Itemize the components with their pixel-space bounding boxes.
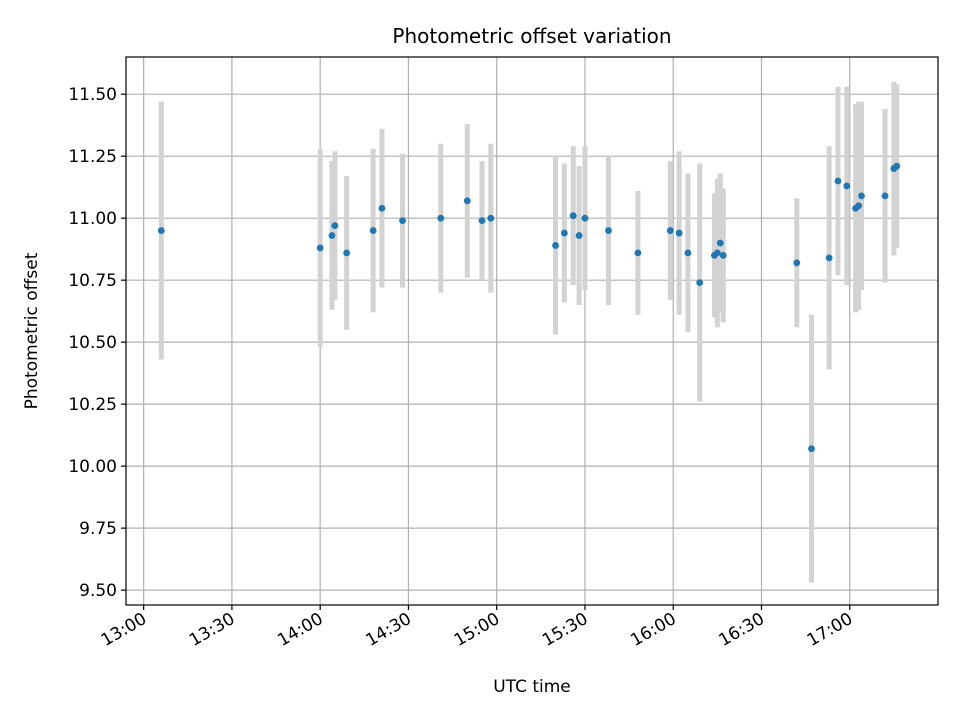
y-tick-label: 11.00 xyxy=(68,209,117,229)
y-tick-label: 10.00 xyxy=(68,457,117,477)
data-point xyxy=(825,254,833,262)
y-tick-label: 10.25 xyxy=(68,395,117,415)
data-point xyxy=(487,214,495,222)
data-point xyxy=(893,162,901,170)
data-points xyxy=(157,162,901,453)
y-tick-label: 11.25 xyxy=(68,147,117,167)
data-point xyxy=(560,229,568,237)
y-tick-label: 10.50 xyxy=(68,333,117,353)
data-point xyxy=(634,249,642,257)
data-point xyxy=(369,227,377,234)
data-point xyxy=(855,202,862,210)
data-point xyxy=(575,232,583,239)
data-point xyxy=(399,217,406,225)
data-point xyxy=(858,192,865,200)
data-point xyxy=(793,259,801,267)
data-point xyxy=(716,239,724,247)
data-point xyxy=(478,217,486,225)
data-point xyxy=(881,192,889,200)
y-tick-label: 9.50 xyxy=(79,581,117,601)
data-point xyxy=(463,197,471,205)
x-axis-label: UTC time xyxy=(493,677,571,697)
data-point xyxy=(328,232,336,239)
data-point xyxy=(331,222,339,230)
data-point xyxy=(684,249,692,257)
data-point xyxy=(157,227,165,234)
data-point xyxy=(666,227,674,234)
data-point xyxy=(675,229,683,237)
grid-lines xyxy=(126,57,938,605)
plot-frame xyxy=(125,56,939,606)
y-tick-label: 9.75 xyxy=(79,519,117,539)
data-point xyxy=(581,214,589,222)
data-point xyxy=(834,177,842,185)
data-point xyxy=(569,212,577,220)
data-point xyxy=(437,214,445,222)
chart-title: Photometric offset variation xyxy=(392,24,671,48)
data-point xyxy=(378,204,386,212)
data-point xyxy=(719,251,727,259)
data-point xyxy=(552,242,559,249)
data-point xyxy=(713,249,721,257)
y-tick-label: 11.50 xyxy=(68,85,117,105)
data-point xyxy=(843,182,851,190)
data-point xyxy=(808,445,815,453)
y-axis-label: Photometric offset xyxy=(22,252,42,409)
data-point xyxy=(696,279,704,287)
data-point xyxy=(605,227,612,234)
data-point xyxy=(316,244,324,252)
data-point xyxy=(343,249,351,257)
y-tick-label: 10.75 xyxy=(68,271,117,291)
